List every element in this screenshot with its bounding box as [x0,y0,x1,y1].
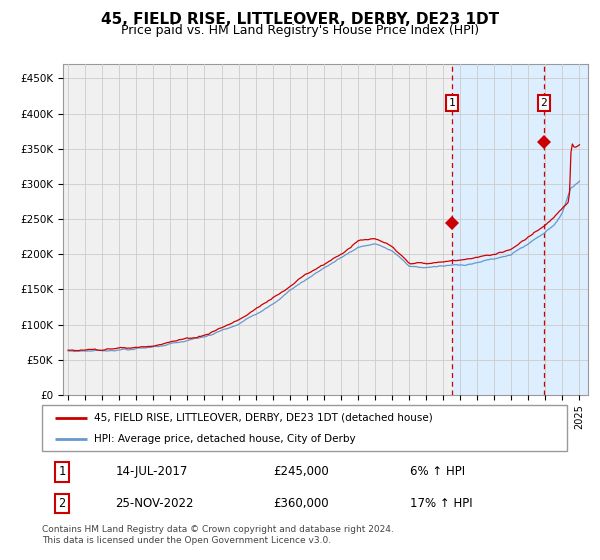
Text: 1: 1 [449,98,455,108]
Text: Contains HM Land Registry data © Crown copyright and database right 2024.
This d: Contains HM Land Registry data © Crown c… [42,525,394,545]
FancyBboxPatch shape [42,405,567,451]
Text: HPI: Average price, detached house, City of Derby: HPI: Average price, detached house, City… [95,435,356,444]
Text: 1: 1 [58,465,65,478]
Text: 25-NOV-2022: 25-NOV-2022 [115,497,194,510]
Text: £245,000: £245,000 [273,465,329,478]
Text: £360,000: £360,000 [273,497,329,510]
Text: 6% ↑ HPI: 6% ↑ HPI [409,465,464,478]
Text: 17% ↑ HPI: 17% ↑ HPI [409,497,472,510]
Text: 45, FIELD RISE, LITTLEOVER, DERBY, DE23 1DT: 45, FIELD RISE, LITTLEOVER, DERBY, DE23 … [101,12,499,27]
Text: 2: 2 [58,497,65,510]
Bar [452,64,600,395]
Text: 14-JUL-2017: 14-JUL-2017 [115,465,188,478]
Text: Price paid vs. HM Land Registry's House Price Index (HPI): Price paid vs. HM Land Registry's House … [121,24,479,37]
Text: 2: 2 [541,98,547,108]
Text: 45, FIELD RISE, LITTLEOVER, DERBY, DE23 1DT (detached house): 45, FIELD RISE, LITTLEOVER, DERBY, DE23 … [95,413,433,423]
